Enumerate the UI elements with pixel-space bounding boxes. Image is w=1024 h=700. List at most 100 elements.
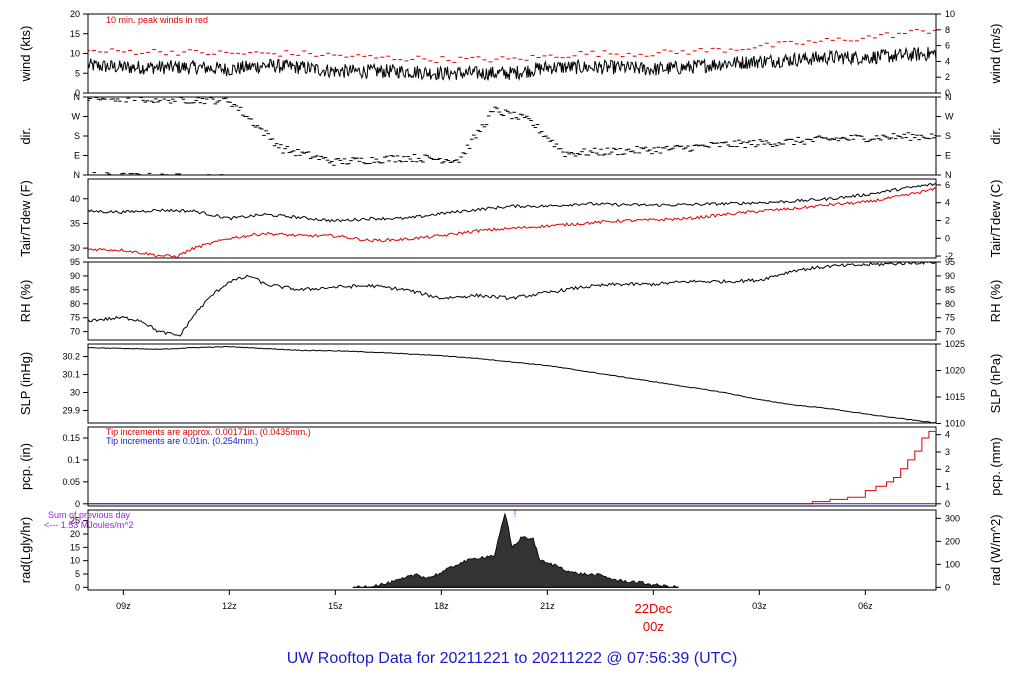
left-ytick-label: 0.05 [62,477,80,487]
left-ytick-label: 80 [70,299,80,309]
left-ytick-label: N [74,92,81,102]
x-tick-label: 03z [752,601,767,611]
right-ytick-label: 70 [945,327,955,337]
panel-rh: 70 75 80 85 90 95 70 75 80 85 90 95 RH (%) RH (%) [18,257,1003,341]
left-axis-title: pcp. (in) [18,443,33,490]
right-axis-title: pcp. (mm) [988,437,1003,496]
right-ytick-label: 4 [945,56,950,66]
panel-pcp: 0 0.05 0.1 0.15 0 1 2 3 4 pcp. (in) pcp. (mm) Tip i… [18,426,1003,509]
right-ytick-label: 2 [945,72,950,82]
plot-area-rh [88,262,936,337]
panel-frame [87,13,937,94]
right-axis-title: rad (W/m^2) [988,514,1003,585]
day-label: 22Dec [635,601,673,616]
right-ytick-label: E [945,151,951,161]
panel-frame [87,343,937,424]
series-tdew [88,187,936,258]
panel-slp: 29.9 30 30.1 30.2 1010 1015 1020 1025 SLP (inHg)… [18,339,1003,429]
right-ytick-label: 8 [945,25,950,35]
right-ytick-label: 1025 [945,339,965,349]
left-ytick-label: 20 [70,529,80,539]
right-axis-title: RH (%) [988,280,1003,323]
right-ytick-label: 1010 [945,419,965,429]
right-ytick-label: 4 [945,198,950,208]
left-ytick-label: 0.1 [67,455,80,465]
left-ytick-label: 35 [70,218,80,228]
left-ytick-label: 0 [75,582,80,592]
right-ytick-label: 4 [945,430,950,440]
left-ytick-label: 30.2 [62,352,80,362]
right-axis-title: wind (m/s) [988,24,1003,85]
right-ytick-label: 3 [945,447,950,457]
plot-area-temp [88,183,936,258]
right-ytick-label: N [945,170,952,180]
right-ytick-label: 90 [945,271,955,281]
right-ytick-label: S [945,131,951,141]
right-ytick-label: 0 [945,88,950,98]
rad-flag-mark: ! [514,509,517,519]
left-ytick-label: S [74,131,80,141]
right-ytick-label: 1 [945,482,950,492]
right-ytick-label: -2 [945,251,953,261]
left-ytick-label: W [72,112,81,122]
right-ytick-label: 100 [945,559,960,569]
right-ytick-label: 10 [945,9,955,19]
series-slp [88,346,936,423]
right-ytick-label: 6 [945,180,950,190]
left-ytick-label: 25 [70,516,80,526]
plot-area-dir [88,97,936,175]
left-ytick-label: 29.9 [62,405,80,415]
panel-wind: 0 5 10 15 20 0 2 4 6 8 10 wind (kts) wind (m/s) 10 mi… [18,9,1003,98]
left-ytick-label: 0.15 [62,433,80,443]
rad-sum-note: Sum of previous day [48,510,131,520]
x-tick-label: 12z [222,601,237,611]
panel-frame [87,96,937,176]
rad-sum-note: <--- 1.53 MJoules/m^2 [44,520,134,530]
left-ytick-label: 90 [70,271,80,281]
right-ytick-label: 1020 [945,366,965,376]
right-ytick-label: 300 [945,513,960,523]
left-ytick-label: 30 [70,243,80,253]
plot-area-slp [88,346,936,423]
right-ytick-label: 2 [945,215,950,225]
right-ytick-label: 95 [945,257,955,267]
left-ytick-label: 5 [75,68,80,78]
x-tick-label: 21z [540,601,555,611]
left-axis-title: dir. [18,127,33,144]
left-axis-title: Tair/Tdew (F) [18,180,33,257]
left-ytick-label: 10 [70,556,80,566]
left-ytick-label: 95 [70,257,80,267]
right-ytick-label: 0 [945,499,950,509]
left-ytick-label: 20 [70,9,80,19]
panel-annotation: 10 min. peak winds in red [106,15,208,25]
series-tair [88,183,936,223]
left-ytick-label: 30 [70,387,80,397]
x-tick-label: 18z [434,601,449,611]
left-ytick-label: 15 [70,29,80,39]
plot-area-pcp [88,429,936,505]
plot-area-wind [88,29,936,82]
panel-frame [87,509,937,591]
left-ytick-label: 40 [70,194,80,204]
left-ytick-label: 5 [75,569,80,579]
x-tick-label: 09z [116,601,131,611]
panel-frame [87,261,937,341]
left-ytick-label: 15 [70,542,80,552]
right-ytick-label: 0 [945,233,950,243]
panel-frame [87,426,937,507]
left-axis-title: SLP (inHg) [18,352,33,415]
right-ytick-label: 200 [945,536,960,546]
left-ytick-label: 0 [75,88,80,98]
right-ytick-label: 1015 [945,392,965,402]
tip-increment-note: Tip increments are approx. 0.00171in. (0… [106,427,311,437]
left-ytick-label: 75 [70,313,80,323]
left-ytick-label: 0 [75,499,80,509]
right-ytick-label: W [945,112,954,122]
plot-area-rad [352,512,679,588]
right-ytick-label: 0 [945,582,950,592]
right-axis-title: SLP (hPa) [988,354,1003,414]
panel-frame [87,178,937,259]
left-ytick-label: 30.1 [62,370,80,380]
left-ytick-label: 70 [70,327,80,337]
